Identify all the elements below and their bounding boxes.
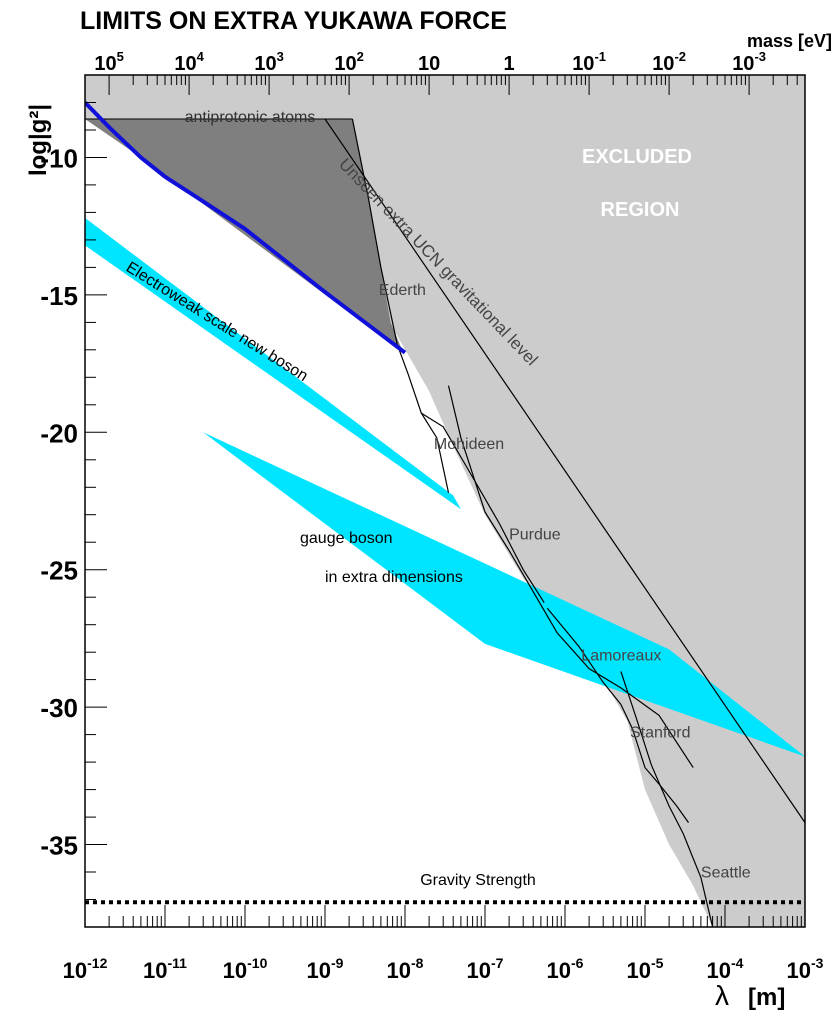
excluded-label-line2: REGION [601, 199, 680, 221]
limit-curve-3 [420, 412, 545, 604]
top-tick-label: 10-2 [652, 49, 686, 75]
limit-curve-1 [324, 118, 805, 823]
top-tick-labels: 105 104 103 102 10 1 10-1 10-2 10-3 [94, 49, 766, 75]
limit-curve-5 [546, 607, 689, 823]
experiment-label: Ederth [379, 282, 426, 299]
experiment-label: Lamoreaux [581, 647, 661, 664]
x-axis-unit: [m] [748, 984, 785, 1011]
top-tick-label: 10-3 [732, 49, 766, 75]
y-tick-label: -30 [40, 693, 78, 723]
experiment-label: Stanford [630, 724, 690, 741]
limit-curves [324, 118, 805, 927]
y-tick-label: -15 [40, 281, 78, 311]
gauge-boson-label-line1: gauge boson [300, 530, 393, 547]
gauge-boson-label-line2: in extra dimensions [325, 569, 463, 586]
x-tick-label: 10-11 [143, 955, 187, 983]
experiment-label: Purdue [509, 527, 561, 544]
top-tick-label: 104 [174, 49, 204, 75]
electroweak-label: Electroweak scale new boson [123, 259, 311, 385]
y-tick-label: -10 [40, 144, 78, 174]
plot-frame [84, 74, 806, 928]
top-tick-label: 102 [334, 49, 363, 75]
x-tick-label: 10-12 [63, 955, 108, 983]
x-tick-label: 10-3 [787, 955, 824, 983]
x-tick-label: 10-5 [627, 955, 664, 983]
axis-ticks [84, 74, 806, 928]
top-tick-label: 103 [254, 49, 283, 75]
y-tick-label: -20 [40, 418, 78, 448]
x-tick-label: 10-7 [467, 955, 504, 983]
y-tick-label: -25 [40, 556, 78, 586]
x-axis-title: λ [m] [715, 980, 785, 1011]
antiprotonic-atoms-region [85, 119, 404, 353]
chart-title: LIMITS ON EXTRA YUKAWA FORCE [80, 7, 507, 35]
x-tick-labels: 10-12 10-11 10-10 10-9 10-8 10-7 10-6 10-5 10-4 1… [63, 955, 824, 983]
experiment-label: Seattle [701, 865, 751, 882]
x-axis-symbol: λ [715, 980, 729, 1011]
top-axis-label: mass [eV] [747, 31, 832, 51]
y-axis-label: log|g²| [25, 104, 52, 176]
top-tick-label: 10 [418, 53, 440, 75]
x-tick-label: 10-9 [307, 955, 344, 983]
gravity-strength-label: Gravity Strength [420, 872, 536, 889]
experiment-labels: Ederth Mohideen Purdue Lamoreaux Stanford Sea… [379, 282, 751, 882]
x-tick-label: 10-8 [387, 955, 424, 983]
experiment-label: Mohideen [434, 436, 504, 453]
y-tick-label: -35 [40, 831, 78, 861]
top-tick-label: 1 [504, 53, 515, 75]
limit-curve-2 [351, 118, 450, 493]
x-tick-label: 10-4 [707, 955, 744, 983]
antiprotonic-label: antiprotonic atoms [185, 109, 316, 126]
x-tick-label: 10-10 [223, 955, 268, 983]
blue-limit-curve [85, 101, 407, 355]
plot-area [85, 75, 805, 927]
top-tick-label: 10-1 [572, 49, 606, 75]
x-tick-label: 10-6 [547, 955, 584, 983]
excluded-label-line1: EXCLUDED [582, 146, 692, 168]
top-tick-label: 105 [94, 49, 123, 75]
y-tick-labels: -10 -15 -20 -25 -30 -35 [40, 144, 78, 861]
gauge-boson-band [203, 432, 805, 757]
limit-curve-4 [447, 385, 694, 768]
excluded-region [85, 75, 805, 927]
limit-curve-6 [620, 671, 714, 927]
electroweak-band [85, 217, 461, 510]
